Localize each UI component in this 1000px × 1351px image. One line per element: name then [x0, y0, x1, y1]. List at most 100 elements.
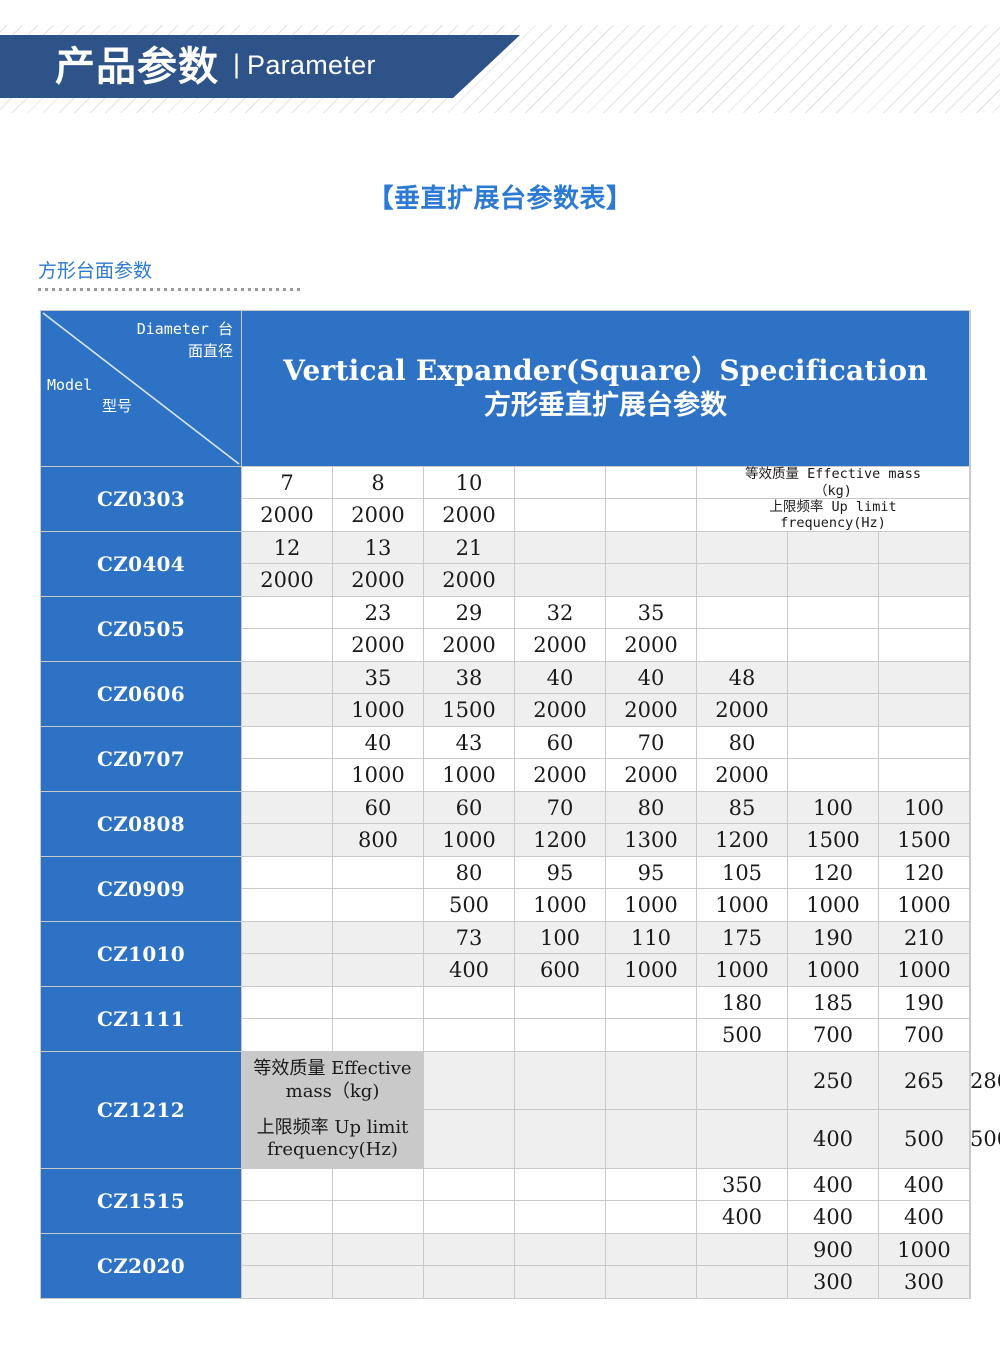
up-limit-frequency-value: 1500 — [806, 828, 860, 852]
effective-mass-value: 70 — [606, 727, 696, 759]
value-cell — [606, 987, 696, 1051]
up-limit-frequency-value — [515, 564, 605, 596]
value-cell: 120 1000 — [879, 857, 969, 921]
up-limit-frequency-value: 1300 — [624, 828, 678, 852]
banner-title-en: Parameter — [247, 50, 376, 80]
model-cell: CZ0909 — [41, 857, 241, 921]
value-cell — [242, 1234, 332, 1298]
parameter-table-body: Diameter 台面直径 Model 型号 Vertical Expander(Sq… — [41, 311, 1000, 1298]
up-limit-frequency-value — [424, 1110, 514, 1168]
up-limit-frequency-value: 600 — [539, 958, 581, 982]
value-cell: 40 1000 — [333, 727, 423, 791]
up-limit-frequency-value — [606, 564, 696, 596]
effective-mass-value: 60 — [515, 727, 605, 759]
up-limit-frequency-value — [242, 1266, 332, 1298]
up-limit-frequency-value: 700 — [903, 1023, 945, 1047]
up-limit-frequency-value: 1000 — [715, 893, 769, 917]
up-limit-frequency-value — [606, 1110, 696, 1168]
value-cell: 13 2000 — [333, 532, 423, 596]
up-limit-frequency-value: 1000 — [442, 828, 496, 852]
up-limit-frequency-value — [606, 1201, 696, 1233]
up-limit-frequency-value: 2000 — [624, 633, 678, 657]
up-limit-frequency-value — [515, 499, 605, 531]
effective-mass-value — [515, 1169, 605, 1201]
up-limit-frequency-value: 2000 — [442, 633, 496, 657]
up-limit-frequency-value — [333, 889, 423, 921]
up-limit-frequency-value — [515, 1201, 605, 1233]
value-cell: 900 300 — [788, 1234, 878, 1298]
up-limit-frequency-value — [242, 1019, 332, 1051]
table-row: CZ0404 12 2000 13 2000 21 2000 — [41, 532, 970, 596]
model-cell: CZ1010 — [41, 922, 241, 986]
effective-mass-value: 400 — [879, 1169, 969, 1201]
effective-mass-value: 100 — [879, 792, 969, 824]
value-cell — [242, 857, 332, 921]
effective-mass-value — [333, 1234, 423, 1266]
value-cell: 85 1200 — [697, 792, 787, 856]
up-limit-frequency-value: 500 — [448, 893, 490, 917]
table-row: CZ0303 7 2000 8 2000 10 2000 等效质量 Effective mas… — [41, 466, 970, 531]
effective-mass-value — [606, 1169, 696, 1201]
value-cell: 180 500 — [697, 987, 787, 1051]
effective-mass-value — [606, 1052, 696, 1110]
effective-mass-value — [242, 1169, 332, 1201]
up-limit-frequency-value: 400 — [721, 1205, 763, 1229]
value-cell — [697, 532, 787, 596]
value-cell — [788, 597, 878, 661]
effective-mass-value — [515, 467, 605, 499]
value-cell — [697, 1234, 787, 1298]
effective-mass-value: 70 — [515, 792, 605, 824]
table-main-header-cell: Vertical Expander(Square）Specification 方形… — [242, 311, 969, 466]
model-cell: CZ2020 — [41, 1234, 241, 1298]
value-cell: 10 2000 — [424, 467, 514, 531]
effective-mass-value: 85 — [697, 792, 787, 824]
section-subtitle: 方形台面参数 — [38, 260, 153, 282]
value-cell — [242, 1169, 332, 1233]
up-limit-frequency-value: 1000 — [533, 893, 587, 917]
effective-mass-value: 900 — [788, 1234, 878, 1266]
value-cell — [606, 1234, 696, 1298]
effective-mass-value: 12 — [242, 532, 332, 564]
effective-mass-value — [515, 987, 605, 1019]
value-cell — [333, 857, 423, 921]
value-cell: 100 1500 — [879, 792, 969, 856]
value-cell: 110 1000 — [606, 922, 696, 986]
value-cell: 35 2000 — [606, 597, 696, 661]
value-cell: 80 500 — [424, 857, 514, 921]
effective-mass-value: 265 — [879, 1052, 969, 1110]
effective-mass-value — [242, 597, 332, 629]
effective-mass-value: 13 — [333, 532, 423, 564]
value-cell: 40 2000 — [606, 662, 696, 726]
up-limit-frequency-value: 1200 — [715, 828, 769, 852]
value-cell — [515, 532, 605, 596]
corner-diameter-label: Diameter 台面直径 — [83, 319, 233, 363]
effective-mass-value: 73 — [424, 922, 514, 954]
effective-mass-value — [333, 922, 423, 954]
effective-mass-value: 185 — [788, 987, 878, 1019]
value-cell: 100 600 — [515, 922, 605, 986]
value-cell: 60 1000 — [424, 792, 514, 856]
effective-mass-value — [424, 1052, 514, 1110]
up-limit-frequency-value — [515, 1110, 605, 1168]
value-cell: 29 2000 — [424, 597, 514, 661]
value-cell — [697, 1052, 787, 1168]
value-cell: 23 2000 — [333, 597, 423, 661]
up-limit-frequency-value — [242, 954, 332, 986]
value-cell — [788, 727, 878, 791]
value-cell: 7 2000 — [242, 467, 332, 531]
model-cell: CZ1111 — [41, 987, 241, 1051]
value-cell: 185 700 — [788, 987, 878, 1051]
up-limit-frequency-value: 2000 — [533, 763, 587, 787]
value-cell — [333, 1169, 423, 1233]
value-cell: 60 800 — [333, 792, 423, 856]
effective-mass-value — [697, 1052, 787, 1110]
up-limit-frequency-value: 800 — [357, 828, 399, 852]
effective-mass-value: 175 — [697, 922, 787, 954]
effective-mass-value — [242, 987, 332, 1019]
value-cell: 60 2000 — [515, 727, 605, 791]
up-limit-frequency-value — [242, 889, 332, 921]
effective-mass-value: 23 — [333, 597, 423, 629]
table-header-row: Diameter 台面直径 Model 型号 Vertical Expander(Sq… — [41, 311, 970, 466]
effective-mass-value — [515, 1052, 605, 1110]
value-cell: 400 400 — [879, 1169, 969, 1233]
